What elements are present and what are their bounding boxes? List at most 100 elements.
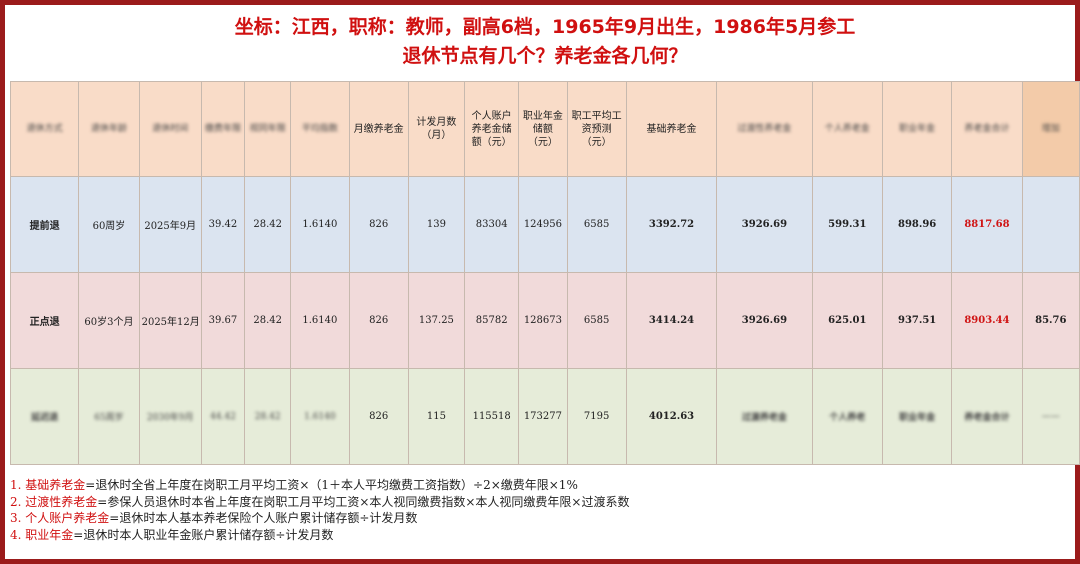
formula-note: 1. 基础养老金=退休时全省上年度在岗职工月平均工资×（1＋本人平均缴费工资指数… <box>10 477 1070 494</box>
cell-value: 826 <box>369 411 389 422</box>
table-cell: 过渡养老金 <box>716 368 813 465</box>
cell-value: 提前退 <box>29 221 60 232</box>
column-header: 平均指数 <box>290 81 350 177</box>
table-cell: 85.76 <box>1021 272 1080 369</box>
cell-value: 60岁3个月 <box>84 317 134 328</box>
cell-value: 2025年9月 <box>144 221 197 232</box>
table-cell: 1.6140 <box>290 272 350 369</box>
table-cell: 60岁3个月 <box>78 272 140 369</box>
column-header: 基础养老金 <box>625 81 718 177</box>
table-row: 延迟退 65周岁 2030年9月 44.42 28.42 1.6140 826 115 1155… <box>9 368 1080 465</box>
column-header-label: 退休时间 <box>152 124 189 134</box>
table-cell: 3392.72 <box>625 176 718 273</box>
table-cell: 2025年9月 <box>138 176 202 273</box>
table-cell: 7195 <box>566 368 627 465</box>
cell-value: 过渡养老金 <box>741 413 787 423</box>
cell-value: 115518 <box>472 411 511 422</box>
column-header-label: 职业年金 <box>899 124 936 134</box>
table-cell: 44.42 <box>200 368 246 465</box>
formula-note-text: =退休时本人基本养老保险个人账户累计储存额÷计发月数 <box>109 511 418 525</box>
cell-value: 173277 <box>523 411 562 422</box>
column-header-label: 退休方式 <box>26 124 63 134</box>
table-row: 正点退 60岁3个月 2025年12月 39.67 28.42 1.6140 826 137.… <box>9 272 1080 369</box>
cell-value: 115 <box>426 411 446 422</box>
cell-value: 599.31 <box>828 219 867 230</box>
formula-note: 3. 个人账户养老金=退休时本人基本养老保险个人账户累计储存额÷计发月数 <box>10 510 1070 527</box>
cell-value: 职业年金 <box>899 413 936 423</box>
cell-value: 6585 <box>583 219 610 230</box>
column-header-label: 缴费年限 <box>204 124 241 134</box>
table-cell: 115518 <box>464 368 520 465</box>
formula-note-term: 2. 过渡性养老金 <box>10 494 98 509</box>
cell-value: 39.42 <box>208 219 238 230</box>
cell-value: 个人养老 <box>829 413 866 423</box>
cell-value: 60周岁 <box>92 221 126 232</box>
column-header: 退休年龄 <box>78 81 140 177</box>
cell-value: 延迟退 <box>31 413 59 423</box>
cell-value: 3392.72 <box>648 219 695 230</box>
column-header: 增加 <box>1021 81 1080 177</box>
table-cell: 83304 <box>464 176 520 273</box>
cell-value: 128673 <box>523 315 562 326</box>
formula-notes: 1. 基础养老金=退休时全省上年度在岗职工月平均工资×（1＋本人平均缴费工资指数… <box>10 477 1070 543</box>
column-header-label: 基础养老金 <box>646 123 697 135</box>
table-cell: 3926.69 <box>716 272 813 369</box>
cell-value: 83304 <box>475 219 508 230</box>
column-header-label: 职业年金储额（元） <box>522 110 563 148</box>
table-row: 提前退 60周岁 2025年9月 39.42 28.42 1.6140 826 139 8330… <box>9 176 1080 273</box>
table-cell: 1.6140 <box>290 176 350 273</box>
cell-value: 正点退 <box>29 317 60 328</box>
cell-value: 65周岁 <box>94 413 124 423</box>
cell-value: 2030年9月 <box>146 413 194 423</box>
formula-note-term: 4. 职业年金 <box>10 527 74 542</box>
formula-note: 4. 职业年金=退休时本人职业年金账户累计储存额÷计发月数 <box>10 527 1070 544</box>
formula-note-term: 3. 个人账户养老金 <box>10 511 110 525</box>
cell-value: 139 <box>426 219 446 230</box>
table-cell: 1.6140 <box>290 368 350 465</box>
column-header: 视同年限 <box>244 81 292 177</box>
column-header: 月缴养老金 <box>348 81 409 177</box>
table-cell: 2025年12月 <box>138 272 202 369</box>
table-cell: 625.01 <box>811 272 883 369</box>
cell-value: 3414.24 <box>648 315 695 326</box>
column-header: 缴费年限 <box>200 81 246 177</box>
table-cell: —— <box>1021 368 1080 465</box>
page-title: 坐标：江西，职称：教师，副高6档，1965年9月出生，1986年5月参工 退休节… <box>10 13 1080 71</box>
table-cell: 65周岁 <box>78 368 140 465</box>
table-cell: 85782 <box>464 272 520 369</box>
column-header: 计发月数（月） <box>407 81 466 177</box>
cell-value: —— <box>1041 412 1060 422</box>
cell-value: 3926.69 <box>741 315 788 326</box>
table-cell: 60周岁 <box>78 176 140 273</box>
column-header-label: 增加 <box>1041 124 1060 134</box>
cell-value: 44.42 <box>210 412 236 422</box>
column-header: 职工平均工资预测（元） <box>566 81 627 177</box>
table-cell: 115 <box>407 368 466 465</box>
column-header-label: 个人账户养老金储额（元） <box>471 110 512 148</box>
cell-value: 85.76 <box>1035 315 1067 326</box>
table-cell: 职业年金 <box>881 368 953 465</box>
cell-value: 39.67 <box>208 315 238 326</box>
table-cell: 28.42 <box>244 272 292 369</box>
formula-note-text: =退休时全省上年度在岗职工月平均工资×（1＋本人平均缴费工资指数）÷2×缴费年限… <box>85 478 578 492</box>
row-label: 正点退 <box>9 272 80 369</box>
table-cell: 826 <box>348 272 409 369</box>
cell-value: 1.6140 <box>302 219 338 230</box>
cell-value: 养老金合计 <box>964 413 1010 423</box>
cell-value: 137.25 <box>418 315 454 326</box>
table-cell: 个人养老 <box>811 368 883 465</box>
cell-value: 85782 <box>475 315 508 326</box>
cell-value: 625.01 <box>828 315 867 326</box>
table-cell: 8817.68 <box>951 176 1023 273</box>
cell-value: 2025年12月 <box>141 317 200 328</box>
column-header: 个人账户养老金储额（元） <box>464 81 520 177</box>
title-line-2: 退休节点有几个？养老金各几何？ <box>402 45 688 67</box>
column-header-label: 过渡性养老金 <box>737 124 792 134</box>
cell-value: 8817.68 <box>964 219 1010 230</box>
formula-note-text: =参保人员退休时本省上年度在岗职工月平均工资×本人视同缴费指数×本人视同缴费年限… <box>97 494 630 509</box>
cell-value: 28.42 <box>253 219 282 230</box>
table-cell: 39.42 <box>200 176 246 273</box>
table-cell: 4012.63 <box>625 368 718 465</box>
table-cell: 39.67 <box>200 272 246 369</box>
